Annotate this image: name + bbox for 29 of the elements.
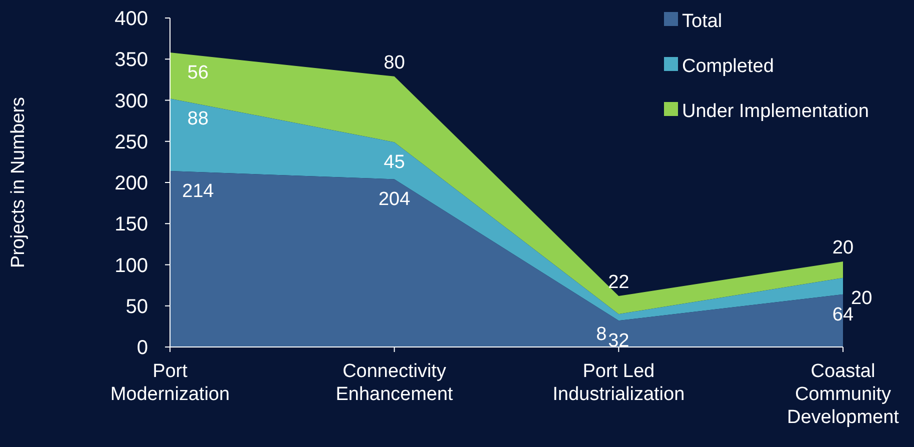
y-tick-label: 50 — [126, 296, 148, 318]
legend-label: Completed — [682, 56, 774, 77]
data-label: 214 — [182, 180, 214, 202]
data-label: 8 — [596, 324, 607, 346]
data-label: 204 — [378, 189, 411, 210]
data-label: 64 — [832, 304, 854, 326]
data-label: 22 — [608, 272, 630, 294]
x-tick-label: Coastal Community Development — [787, 361, 900, 428]
x-tick-label: Port Led Industrialization — [552, 361, 685, 405]
y-tick-label: 250 — [114, 131, 148, 154]
data-label: 45 — [384, 152, 405, 174]
y-tick-label: 200 — [114, 172, 148, 194]
y-tick-label: 350 — [114, 49, 148, 72]
data-label: 88 — [187, 108, 209, 130]
data-label: 80 — [384, 52, 405, 74]
y-tick-label: 100 — [114, 254, 148, 277]
y-tick-label: 0 — [136, 337, 148, 359]
x-tick-label: Connectivity Enhancement — [336, 361, 454, 405]
y-tick-label: 150 — [114, 214, 148, 236]
data-label: 32 — [608, 330, 630, 352]
y-tick-label: 300 — [114, 90, 148, 112]
data-label: 20 — [832, 237, 854, 258]
legend-label: Under Implementation — [682, 101, 869, 122]
data-label: 20 — [851, 288, 872, 309]
y-tick-label: 400 — [114, 8, 148, 30]
data-label: 56 — [187, 62, 209, 84]
legend-label: Total — [682, 11, 722, 32]
x-tick-label: Port Modernization — [110, 361, 230, 405]
y-axis-title: Projects in Numbers — [8, 96, 29, 268]
